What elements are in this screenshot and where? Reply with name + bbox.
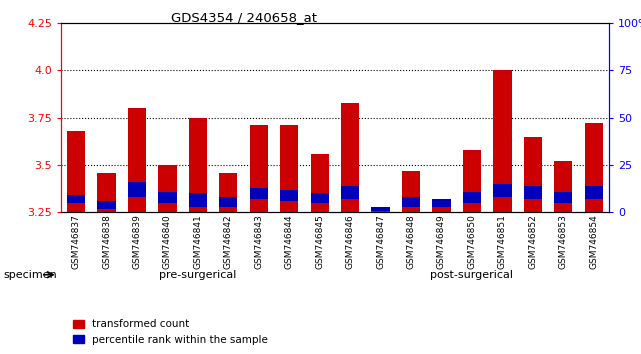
Bar (97, 173, 116, 212)
Bar (188, 194, 207, 207)
Bar (341, 103, 359, 212)
Text: pre-surgerical: pre-surgerical (159, 270, 237, 280)
Bar (463, 192, 481, 203)
Bar (341, 186, 359, 199)
Bar (158, 192, 176, 203)
Bar (524, 186, 542, 199)
Bar (493, 184, 512, 197)
Bar (67, 131, 85, 212)
Text: GSM746838: GSM746838 (102, 214, 111, 269)
Text: GSM746848: GSM746848 (406, 214, 415, 269)
Text: GSM746851: GSM746851 (498, 214, 507, 269)
Bar (371, 207, 390, 212)
Bar (493, 70, 512, 212)
Text: GSM746841: GSM746841 (194, 214, 203, 269)
Bar (280, 190, 298, 201)
Bar (402, 171, 420, 212)
Bar (524, 137, 542, 212)
Bar (249, 188, 268, 199)
Text: specimen: specimen (3, 270, 57, 280)
Bar (219, 173, 237, 212)
Text: GSM746845: GSM746845 (315, 214, 324, 269)
Bar (371, 207, 390, 211)
Text: GSM746842: GSM746842 (224, 214, 233, 269)
Bar (554, 161, 572, 212)
Bar (585, 124, 603, 212)
Text: GSM746839: GSM746839 (133, 214, 142, 269)
Bar (280, 125, 298, 212)
Bar (402, 197, 420, 207)
Bar (585, 186, 603, 199)
Bar (97, 201, 116, 209)
Bar (67, 195, 85, 203)
Legend: transformed count, percentile rank within the sample: transformed count, percentile rank withi… (69, 315, 272, 349)
Text: GSM746847: GSM746847 (376, 214, 385, 269)
Text: GSM746837: GSM746837 (72, 214, 81, 269)
Bar (554, 192, 572, 203)
Bar (249, 125, 268, 212)
Bar (128, 182, 146, 197)
Bar (219, 197, 237, 207)
Text: GSM746852: GSM746852 (528, 214, 537, 269)
Bar (158, 165, 176, 212)
Text: GSM746850: GSM746850 (467, 214, 476, 269)
Bar (310, 154, 329, 212)
Text: post-surgerical: post-surgerical (431, 270, 513, 280)
Text: GSM746849: GSM746849 (437, 214, 446, 269)
Bar (310, 194, 329, 203)
Text: GSM746854: GSM746854 (589, 214, 598, 269)
Text: GSM746844: GSM746844 (285, 214, 294, 269)
Bar (463, 150, 481, 212)
Bar (188, 118, 207, 212)
Text: GSM746846: GSM746846 (345, 214, 354, 269)
Text: GSM746853: GSM746853 (559, 214, 568, 269)
Bar (432, 199, 451, 207)
Bar (432, 201, 451, 212)
Text: GSM746840: GSM746840 (163, 214, 172, 269)
Text: GDS4354 / 240658_at: GDS4354 / 240658_at (171, 11, 317, 24)
Bar (128, 108, 146, 212)
Text: GSM746843: GSM746843 (254, 214, 263, 269)
